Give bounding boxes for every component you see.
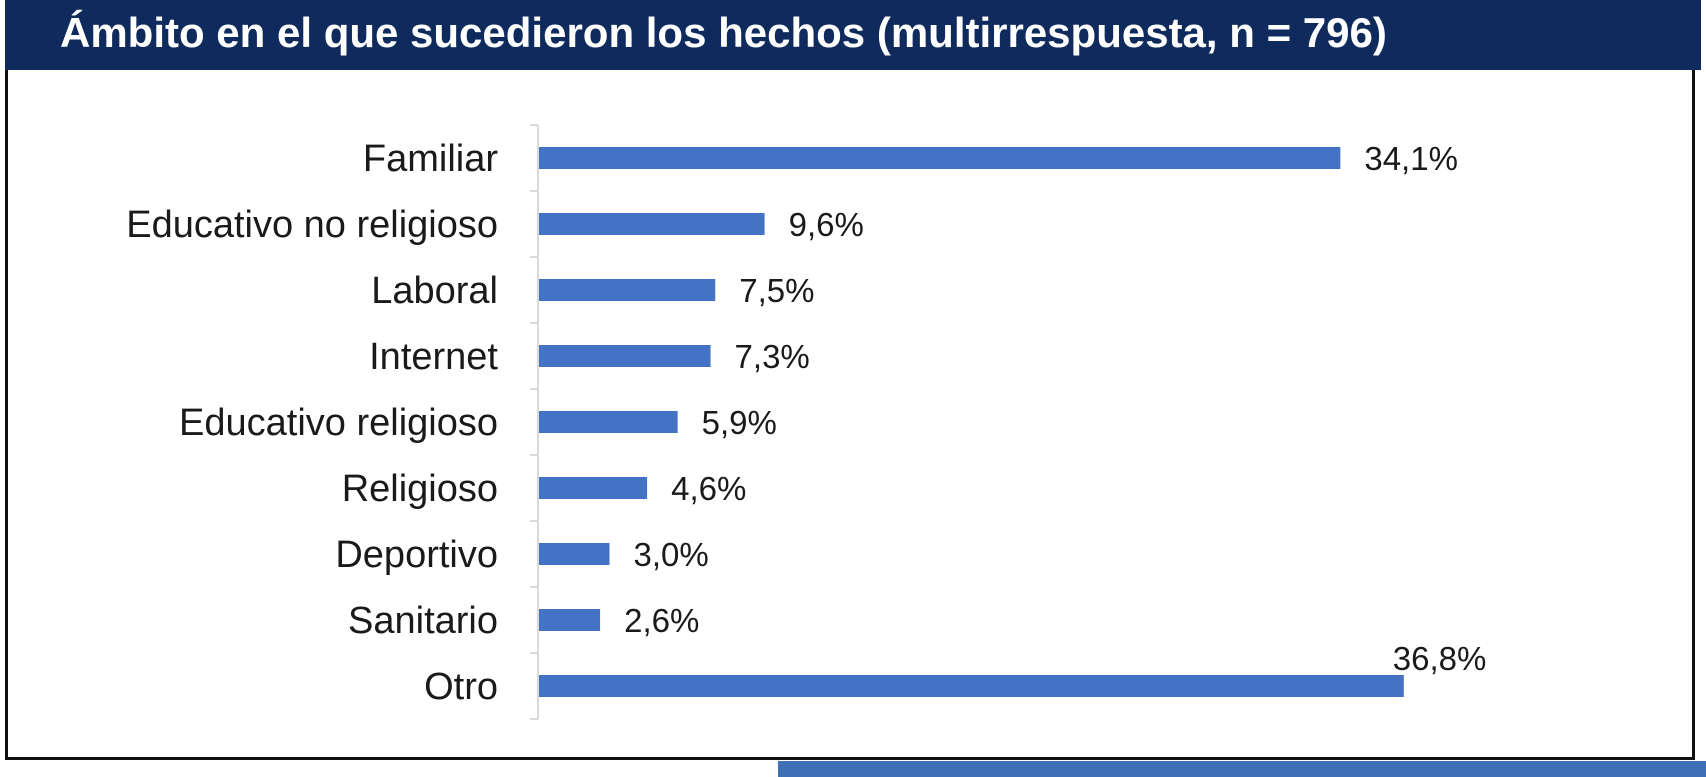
- bar-6: [539, 543, 610, 565]
- bar-4: [539, 411, 678, 433]
- bar-7: [539, 609, 601, 631]
- category-label: Sanitario: [348, 600, 498, 642]
- labels: Familiar 34,1% Educativo no religioso 9,6% L…: [126, 138, 1486, 708]
- category-label: Laboral: [371, 270, 498, 312]
- bar-3: [539, 345, 711, 367]
- chart-frame: [5, 70, 1695, 760]
- category-label: Familiar: [363, 138, 498, 180]
- y-axis: [530, 124, 539, 720]
- category-label: Deportivo: [335, 534, 498, 576]
- bar-2: [539, 279, 716, 301]
- bar-8: [539, 675, 1404, 697]
- value-label: 4,6%: [671, 470, 746, 507]
- value-label: 3,0%: [634, 536, 709, 573]
- category-label: Religioso: [342, 468, 498, 510]
- category-label: Otro: [424, 666, 498, 708]
- bar-0: [539, 147, 1341, 169]
- value-label: 9,6%: [789, 206, 864, 243]
- bar-1: [539, 213, 765, 235]
- category-label: Educativo religioso: [179, 402, 498, 444]
- value-label: 5,9%: [702, 404, 777, 441]
- title-bar: Ámbito en el que sucedieron los hechos (…: [5, 0, 1701, 70]
- category-label: Internet: [369, 336, 498, 378]
- value-label: 2,6%: [624, 602, 699, 639]
- value-label: 36,8%: [1393, 640, 1487, 677]
- value-label: 34,1%: [1364, 140, 1458, 177]
- category-label: Educativo no religioso: [126, 204, 498, 246]
- value-label: 7,3%: [735, 338, 810, 375]
- bar-5: [539, 477, 648, 499]
- chart-title: Ámbito en el que sucedieron los hechos (…: [60, 9, 1387, 56]
- footer-accent-bar: [778, 761, 1706, 777]
- value-label: 7,5%: [739, 272, 814, 309]
- bars: [539, 147, 1404, 697]
